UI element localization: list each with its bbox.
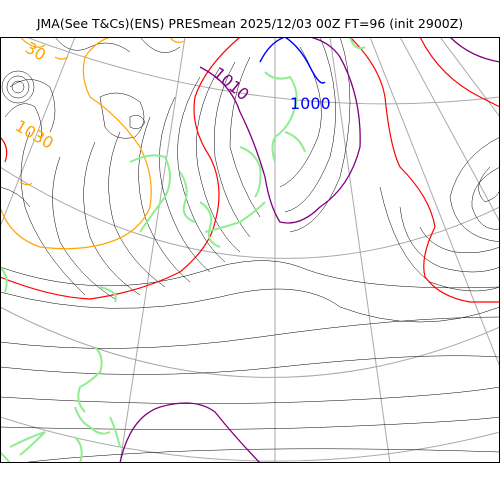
longitude-line — [0, 37, 76, 228]
high-center-contours — [1, 70, 35, 104]
longitude-line — [399, 37, 500, 223]
isobars-1020 — [0, 37, 500, 303]
map-title: JMA(See T&Cs)(ENS) PRESmean 2025/12/03 0… — [36, 16, 464, 31]
longitude-line — [369, 37, 500, 368]
isobars-thin — [0, 37, 500, 463]
contour-label-1000: 1000 — [290, 94, 331, 113]
isobars-1010 — [119, 37, 500, 463]
pressure-map: 1030 1010 1000 30 — [0, 37, 500, 463]
map-frame — [0, 37, 500, 463]
latitude-line — [0, 166, 500, 259]
latitude-line — [0, 416, 500, 462]
latitude-line — [0, 306, 500, 378]
graticule — [0, 37, 500, 463]
longitude-line — [119, 37, 186, 463]
isobars-1030 — [0, 37, 186, 250]
longitude-line — [439, 37, 500, 118]
longitude-line — [329, 37, 391, 463]
contour-label-1030: 1030 — [12, 116, 57, 153]
coastline — [0, 37, 366, 463]
